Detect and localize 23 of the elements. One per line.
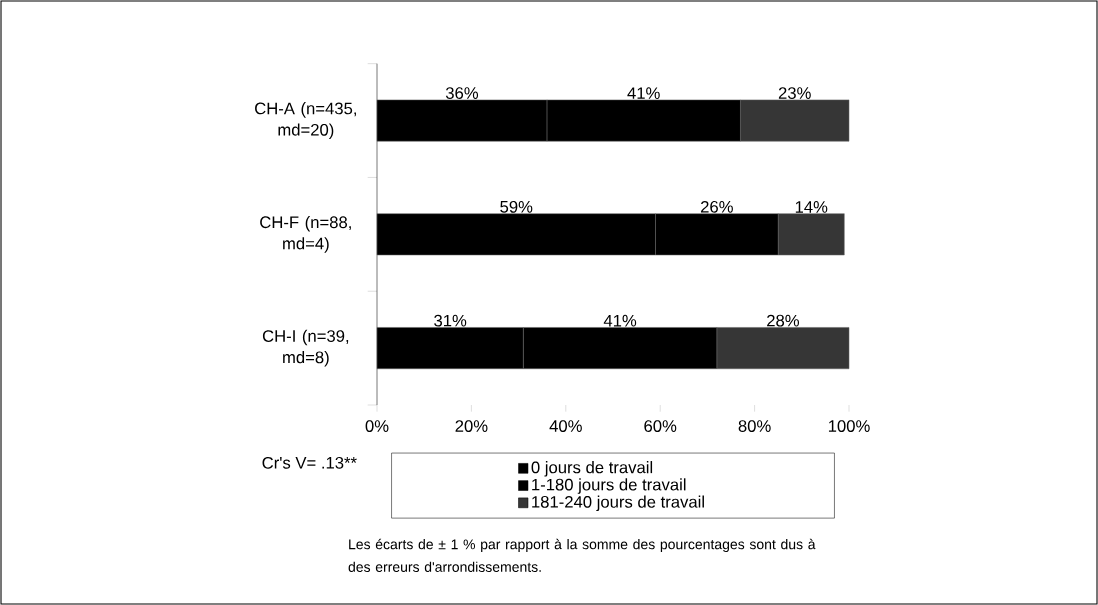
y-tick-label: CH-F (n=88, md=4) bbox=[260, 215, 351, 253]
legend-label: 1-180 jours de travail bbox=[532, 478, 686, 494]
data-label: 41% bbox=[627, 87, 660, 99]
legend-label: 181-240 jours de travail bbox=[532, 495, 704, 512]
y-tick-label: CH-A (n=435, md=20) bbox=[255, 102, 356, 139]
text: Cr's V= .13** bbox=[262, 456, 357, 469]
data-label: 36% bbox=[445, 87, 479, 99]
legend-label: 0 jours de travail bbox=[531, 461, 653, 477]
x-tick-label: 20% bbox=[455, 420, 488, 432]
data-label: 28% bbox=[767, 314, 799, 327]
x-tick-label: 100% bbox=[828, 420, 870, 432]
data-label: 14% bbox=[795, 201, 828, 213]
x-tick-label: 40% bbox=[549, 420, 582, 432]
data-label: 26% bbox=[701, 200, 733, 213]
data-label: 23% bbox=[778, 87, 811, 99]
data-label: 59% bbox=[500, 200, 533, 213]
x-tick-label: 0% bbox=[365, 420, 389, 432]
x-tick-label: 80% bbox=[738, 420, 771, 432]
data-label: 41% bbox=[603, 314, 637, 327]
y-tick-label: CH-I (n=39, md=8) bbox=[262, 329, 349, 367]
data-label: 31% bbox=[434, 314, 467, 327]
text: Les écarts de ± 1 % par rapport à la somme des pourcentages sont dus à des erreurs d'arrondissements. bbox=[348, 538, 816, 572]
x-tick-label: 60% bbox=[644, 420, 677, 432]
